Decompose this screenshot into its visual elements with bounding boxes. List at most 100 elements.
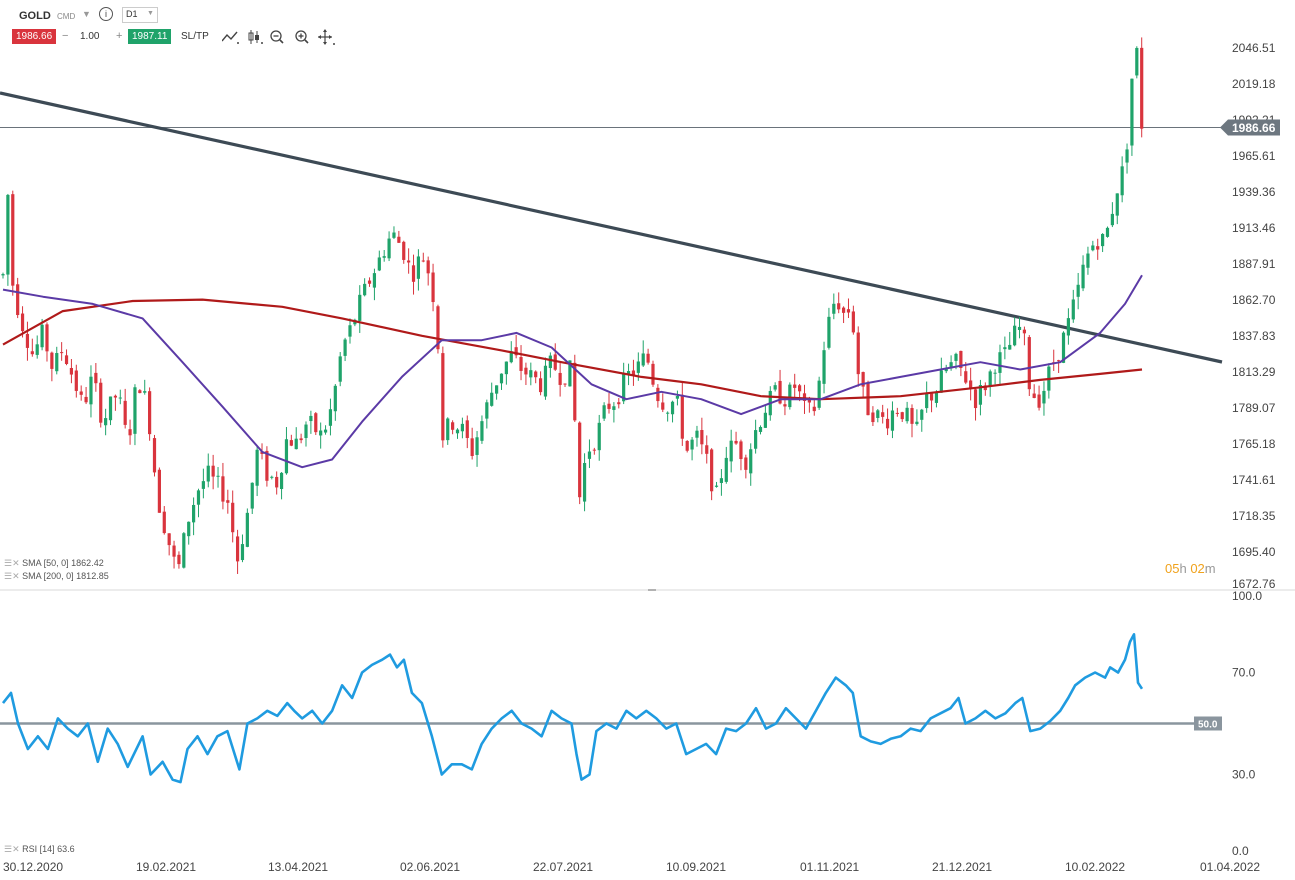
candle-body	[534, 371, 538, 378]
candle-body	[133, 387, 137, 434]
price-axis-label: 1913.46	[1232, 221, 1276, 235]
candle	[79, 385, 83, 401]
legend-settings-icon[interactable]: ☰	[4, 558, 13, 568]
candle-body	[1061, 332, 1066, 363]
candle	[734, 431, 738, 445]
candle-body	[1003, 347, 1007, 350]
info-icon[interactable]: i	[99, 7, 113, 21]
candle-body	[177, 554, 181, 565]
candle-body	[802, 393, 807, 401]
timeframe-select[interactable]: D1 ▼	[122, 7, 158, 23]
candle	[431, 263, 435, 312]
candle-body	[1076, 284, 1080, 297]
candle	[724, 446, 728, 484]
candle	[705, 435, 709, 464]
sma50-legend[interactable]: ☰✕ SMA [50, 0] 1862.42	[4, 558, 104, 569]
candle	[1061, 331, 1066, 364]
candle	[558, 363, 562, 397]
volume-input[interactable]: 1.00	[80, 31, 100, 42]
zoom-in-icon[interactable]	[295, 30, 309, 44]
candle-body	[392, 232, 396, 238]
candle	[929, 392, 934, 413]
candle	[959, 350, 963, 377]
candle	[490, 382, 494, 407]
candle-body	[807, 399, 811, 403]
candle	[925, 381, 929, 413]
legend-close-icon[interactable]: ✕	[12, 571, 20, 581]
candle	[651, 360, 655, 387]
candle-body	[959, 350, 963, 369]
buy-price-button[interactable]: 1987.11	[128, 29, 172, 44]
candle	[455, 428, 460, 439]
chart-toolbar: GOLD CMD ▼ i D1 ▼ 1986.66 − 1.00 + 1987.…	[0, 0, 1295, 50]
candle	[827, 307, 831, 350]
candle-body	[69, 367, 74, 375]
candle	[45, 322, 49, 362]
candle-body	[587, 451, 592, 459]
candle	[1130, 78, 1134, 156]
zoom-out-icon[interactable]	[270, 30, 284, 44]
candle	[64, 349, 69, 366]
symbol-dropdown-icon[interactable]: ▼	[82, 9, 91, 19]
sma200-legend[interactable]: ☰✕ SMA [200, 0] 1812.85	[4, 571, 109, 582]
candle-body	[148, 391, 152, 435]
candle	[739, 439, 743, 471]
volume-minus-button[interactable]: −	[62, 30, 69, 42]
date-axis-label: 13.04.2021	[268, 860, 328, 874]
legend-close-icon[interactable]: ✕	[12, 844, 20, 854]
candle-body	[651, 363, 655, 385]
candle	[1076, 272, 1080, 310]
candlestick-icon[interactable]	[248, 30, 263, 44]
sma50-legend-text: SMA [50, 0] 1862.42	[22, 558, 104, 568]
candle-body	[578, 422, 582, 498]
sltp-button[interactable]: SL/TP	[181, 31, 209, 42]
candle	[294, 427, 298, 450]
candle-body	[265, 450, 269, 481]
candle	[885, 408, 890, 436]
candle	[529, 362, 533, 386]
candle	[1, 272, 5, 279]
candle	[289, 434, 293, 447]
candle	[377, 250, 381, 272]
countdown-minutes: 02	[1190, 561, 1205, 576]
candle-body	[582, 462, 587, 502]
price-axis-label: 1862.70	[1232, 293, 1276, 307]
candle	[426, 256, 430, 286]
rsi-legend[interactable]: ☰✕ RSI [14] 63.6	[4, 844, 75, 855]
legend-close-icon[interactable]: ✕	[12, 558, 20, 568]
candle	[143, 379, 147, 395]
candle-body	[446, 418, 450, 441]
candle-body	[837, 303, 841, 310]
trendline[interactable]	[0, 91, 1223, 364]
candle-body	[60, 352, 64, 354]
volume-plus-button[interactable]: +	[116, 30, 123, 42]
candle	[1125, 143, 1129, 174]
candle	[372, 268, 377, 301]
date-axis-label: 01.11.2021	[800, 860, 859, 874]
candle	[1140, 37, 1144, 138]
sell-price-button[interactable]: 1986.66	[12, 29, 57, 44]
candle	[1027, 335, 1031, 397]
candle-body	[338, 356, 342, 382]
candle	[270, 475, 274, 480]
candle-body	[509, 351, 513, 363]
candle	[1115, 193, 1119, 225]
candle	[666, 411, 670, 422]
legend-settings-icon[interactable]: ☰	[4, 844, 13, 854]
candle-body	[6, 194, 10, 275]
price-axis-label: 2019.18	[1232, 77, 1276, 91]
line-chart-icon[interactable]	[222, 31, 239, 44]
candle	[876, 409, 880, 423]
candle	[646, 348, 650, 365]
candle-body	[925, 393, 929, 409]
candle	[700, 417, 704, 455]
price-axis-label: 1813.29	[1232, 365, 1276, 379]
rsi-50-tag-bg	[1194, 716, 1222, 731]
legend-settings-icon[interactable]: ☰	[4, 571, 13, 581]
crosshair-move-icon[interactable]	[318, 29, 335, 45]
candle-body	[514, 347, 518, 356]
candle-body	[636, 361, 640, 373]
symbol-label[interactable]: GOLD	[19, 10, 51, 22]
rsi-50-tag: 50.0	[1194, 716, 1222, 731]
